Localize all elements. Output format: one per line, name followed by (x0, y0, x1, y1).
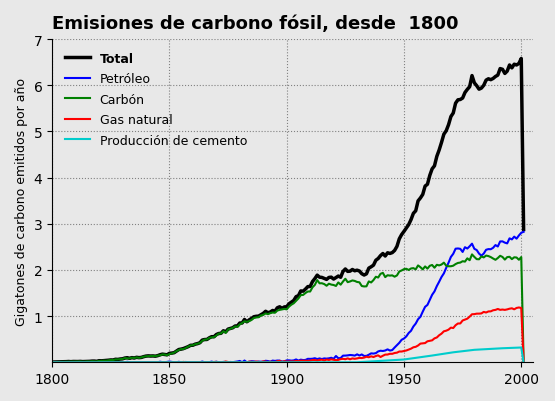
Carbón (332, 284, 339, 289)
Producción de cemento (295, 360, 302, 365)
Total (295, 294, 302, 298)
Text: Emisiones de carbono fósil, desde  1800: Emisiones de carbono fósil, desde 1800 (52, 15, 458, 33)
Carbón (520, 359, 527, 364)
Line: Carbón: Carbón (52, 255, 523, 362)
Producción de cemento (438, 352, 445, 356)
Total (49, 360, 56, 365)
Producción de cemento (520, 360, 527, 365)
Producción de cemento (332, 360, 339, 365)
Producción de cemento (281, 360, 287, 365)
Gas natural (508, 306, 515, 311)
Line: Gas natural: Gas natural (52, 308, 523, 363)
Gas natural (281, 359, 287, 364)
Y-axis label: Gigatones de carbono emitidos por año: Gigatones de carbono emitidos por año (15, 77, 28, 325)
Line: Producción de cemento: Producción de cemento (52, 348, 523, 363)
Total (281, 305, 287, 310)
Total (518, 57, 524, 62)
Petróleo (169, 360, 175, 365)
Producción de cemento (49, 360, 56, 365)
Gas natural (295, 359, 302, 364)
Legend: Total, Petróleo, Carbón, Gas natural, Producción de cemento: Total, Petróleo, Carbón, Gas natural, Pr… (58, 46, 253, 154)
Gas natural (332, 358, 339, 363)
Total (508, 66, 515, 71)
Gas natural (520, 358, 527, 363)
Total (169, 351, 175, 356)
Petróleo (438, 275, 445, 280)
Producción de cemento (518, 345, 524, 350)
Producción de cemento (508, 346, 515, 350)
Line: Total: Total (52, 59, 523, 362)
Carbón (438, 263, 445, 267)
Gas natural (169, 360, 175, 365)
Carbón (295, 296, 302, 301)
Carbón (468, 252, 475, 257)
Petróleo (332, 354, 339, 358)
Total (332, 275, 339, 280)
Total (438, 141, 445, 146)
Gas natural (438, 331, 445, 336)
Carbón (511, 255, 518, 260)
Line: Petróleo: Petróleo (52, 232, 523, 363)
Carbón (169, 351, 175, 356)
Petróleo (520, 230, 527, 235)
Gas natural (516, 305, 522, 310)
Total (520, 227, 527, 232)
Carbón (49, 360, 56, 365)
Petróleo (281, 359, 287, 364)
Petróleo (49, 360, 56, 365)
Carbón (281, 307, 287, 312)
Petróleo (508, 237, 515, 242)
Petróleo (295, 358, 302, 363)
Producción de cemento (169, 360, 175, 365)
Gas natural (49, 360, 56, 365)
